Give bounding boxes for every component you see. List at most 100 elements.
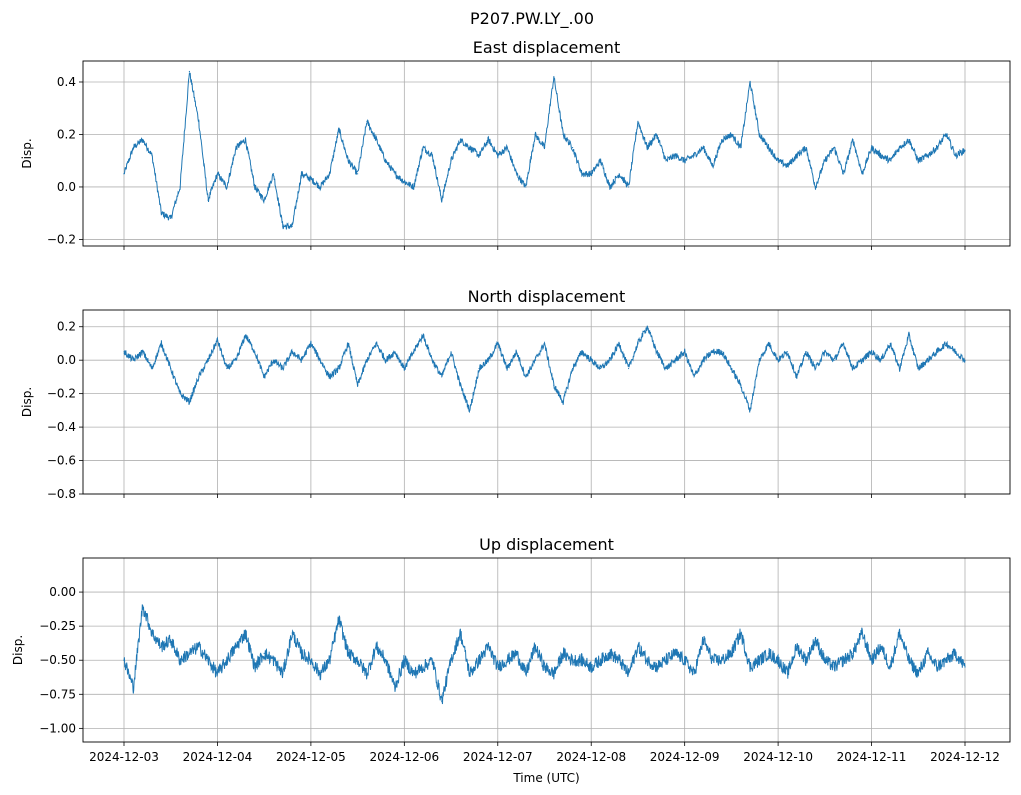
east-data-point xyxy=(478,154,480,157)
up-data-point xyxy=(880,645,882,648)
up-ytick-label: −0.25 xyxy=(39,619,76,633)
east-data-point xyxy=(123,173,125,175)
north-data-point xyxy=(880,359,882,361)
north-data-point xyxy=(712,351,714,353)
north-data-point xyxy=(188,401,191,403)
up-data-point xyxy=(590,666,592,668)
north-data-point xyxy=(207,359,209,361)
up-data-point xyxy=(366,673,368,675)
north-data-point xyxy=(824,351,826,353)
up-data-point xyxy=(824,659,826,661)
north-data-point xyxy=(740,384,742,386)
up-data-point xyxy=(674,652,676,655)
up-ytick-label: −0.75 xyxy=(39,687,76,701)
up-data-point xyxy=(497,666,499,668)
north-data-point xyxy=(646,326,648,328)
east-data-point xyxy=(263,199,265,201)
up-ytick-label: −1.00 xyxy=(39,721,76,735)
north-data-point xyxy=(459,384,461,386)
east-ylabel: Disp. xyxy=(20,138,34,168)
up-data-point xyxy=(562,652,564,655)
east-data-point xyxy=(291,225,293,227)
east-data-point xyxy=(347,160,349,162)
east-data-point xyxy=(842,173,845,175)
north-data-point xyxy=(721,351,723,353)
north-title: North displacement xyxy=(468,287,626,306)
figure-suptitle: P207.PW.LY_.00 xyxy=(470,9,594,29)
up-data-point xyxy=(422,666,424,668)
east-displacement-panel: −0.2 0.0 0.2 0.4 East displacement Disp. xyxy=(20,38,1011,250)
north-data-point xyxy=(955,351,957,353)
north-data-point xyxy=(254,351,256,353)
up-data-point xyxy=(160,645,162,648)
up-data-point xyxy=(721,659,723,661)
north-data-point xyxy=(151,367,153,370)
up-data-point xyxy=(254,666,256,668)
east-data-point xyxy=(534,133,536,136)
north-data-point xyxy=(422,334,424,336)
north-data-point xyxy=(534,359,536,361)
up-data-point xyxy=(515,652,518,655)
north-data-point xyxy=(198,376,200,378)
north-data-point xyxy=(870,351,873,353)
east-data-point xyxy=(328,173,331,175)
up-data-point xyxy=(768,652,770,655)
east-data-point xyxy=(338,128,340,130)
east-data-point xyxy=(684,160,686,162)
north-data-point xyxy=(431,359,433,361)
north-data-point xyxy=(618,342,620,345)
up-title: Up displacement xyxy=(479,535,614,554)
up-data-point xyxy=(777,659,779,661)
east-data-point xyxy=(927,154,929,157)
up-data-point xyxy=(618,659,620,661)
north-data-point xyxy=(637,342,639,345)
east-data-point xyxy=(375,139,377,141)
east-data-point xyxy=(319,186,321,188)
north-ytick-label: 0.2 xyxy=(57,320,76,334)
north-data-point xyxy=(347,342,349,345)
north-data-point xyxy=(936,351,938,353)
east-data-point xyxy=(487,139,490,141)
east-data-point xyxy=(394,173,396,175)
east-data-point xyxy=(581,173,583,175)
east-data-point xyxy=(170,217,172,220)
east-data-point xyxy=(656,133,658,136)
north-ytick-label: 0.0 xyxy=(57,353,76,367)
up-data-point xyxy=(357,659,359,661)
north-data-point xyxy=(142,351,144,353)
up-data-point xyxy=(955,652,957,655)
east-data-point xyxy=(730,133,732,136)
up-xtick-label: 2024-12-09 xyxy=(650,750,720,764)
north-data-point xyxy=(927,359,929,361)
north-data-point xyxy=(226,367,228,370)
up-data-point xyxy=(964,666,966,668)
north-data-point xyxy=(291,351,293,353)
north-data-point xyxy=(235,359,237,361)
up-data-point xyxy=(291,632,293,634)
up-data-point xyxy=(375,645,377,648)
up-displacement-panel: 2024-12-03 2024-12-04 2024-12-05 2024-12-06… xyxy=(11,535,1011,785)
up-data-point xyxy=(814,639,817,641)
north-data-point xyxy=(730,367,732,370)
up-data-point xyxy=(300,652,303,655)
east-data-point xyxy=(515,173,518,175)
north-data-point xyxy=(852,367,854,370)
north-data-point xyxy=(525,376,527,378)
up-ytick-label: 0.00 xyxy=(49,585,76,599)
east-axes-frame xyxy=(82,60,1011,247)
up-xtick-label: 2024-12-04 xyxy=(183,750,253,764)
up-data-point xyxy=(487,645,490,648)
east-data-point xyxy=(796,154,798,157)
north-data-point xyxy=(357,384,359,386)
east-title: East displacement xyxy=(473,38,620,57)
north-data-point xyxy=(487,359,490,361)
east-data-point xyxy=(553,76,555,78)
north-data-point xyxy=(328,376,331,378)
up-data-point xyxy=(282,673,284,675)
up-data-point xyxy=(310,659,312,661)
east-data-point xyxy=(898,146,901,149)
east-data-point xyxy=(861,173,863,175)
east-data-point xyxy=(413,186,415,188)
east-data-point xyxy=(917,160,919,162)
north-data-point xyxy=(674,359,676,361)
